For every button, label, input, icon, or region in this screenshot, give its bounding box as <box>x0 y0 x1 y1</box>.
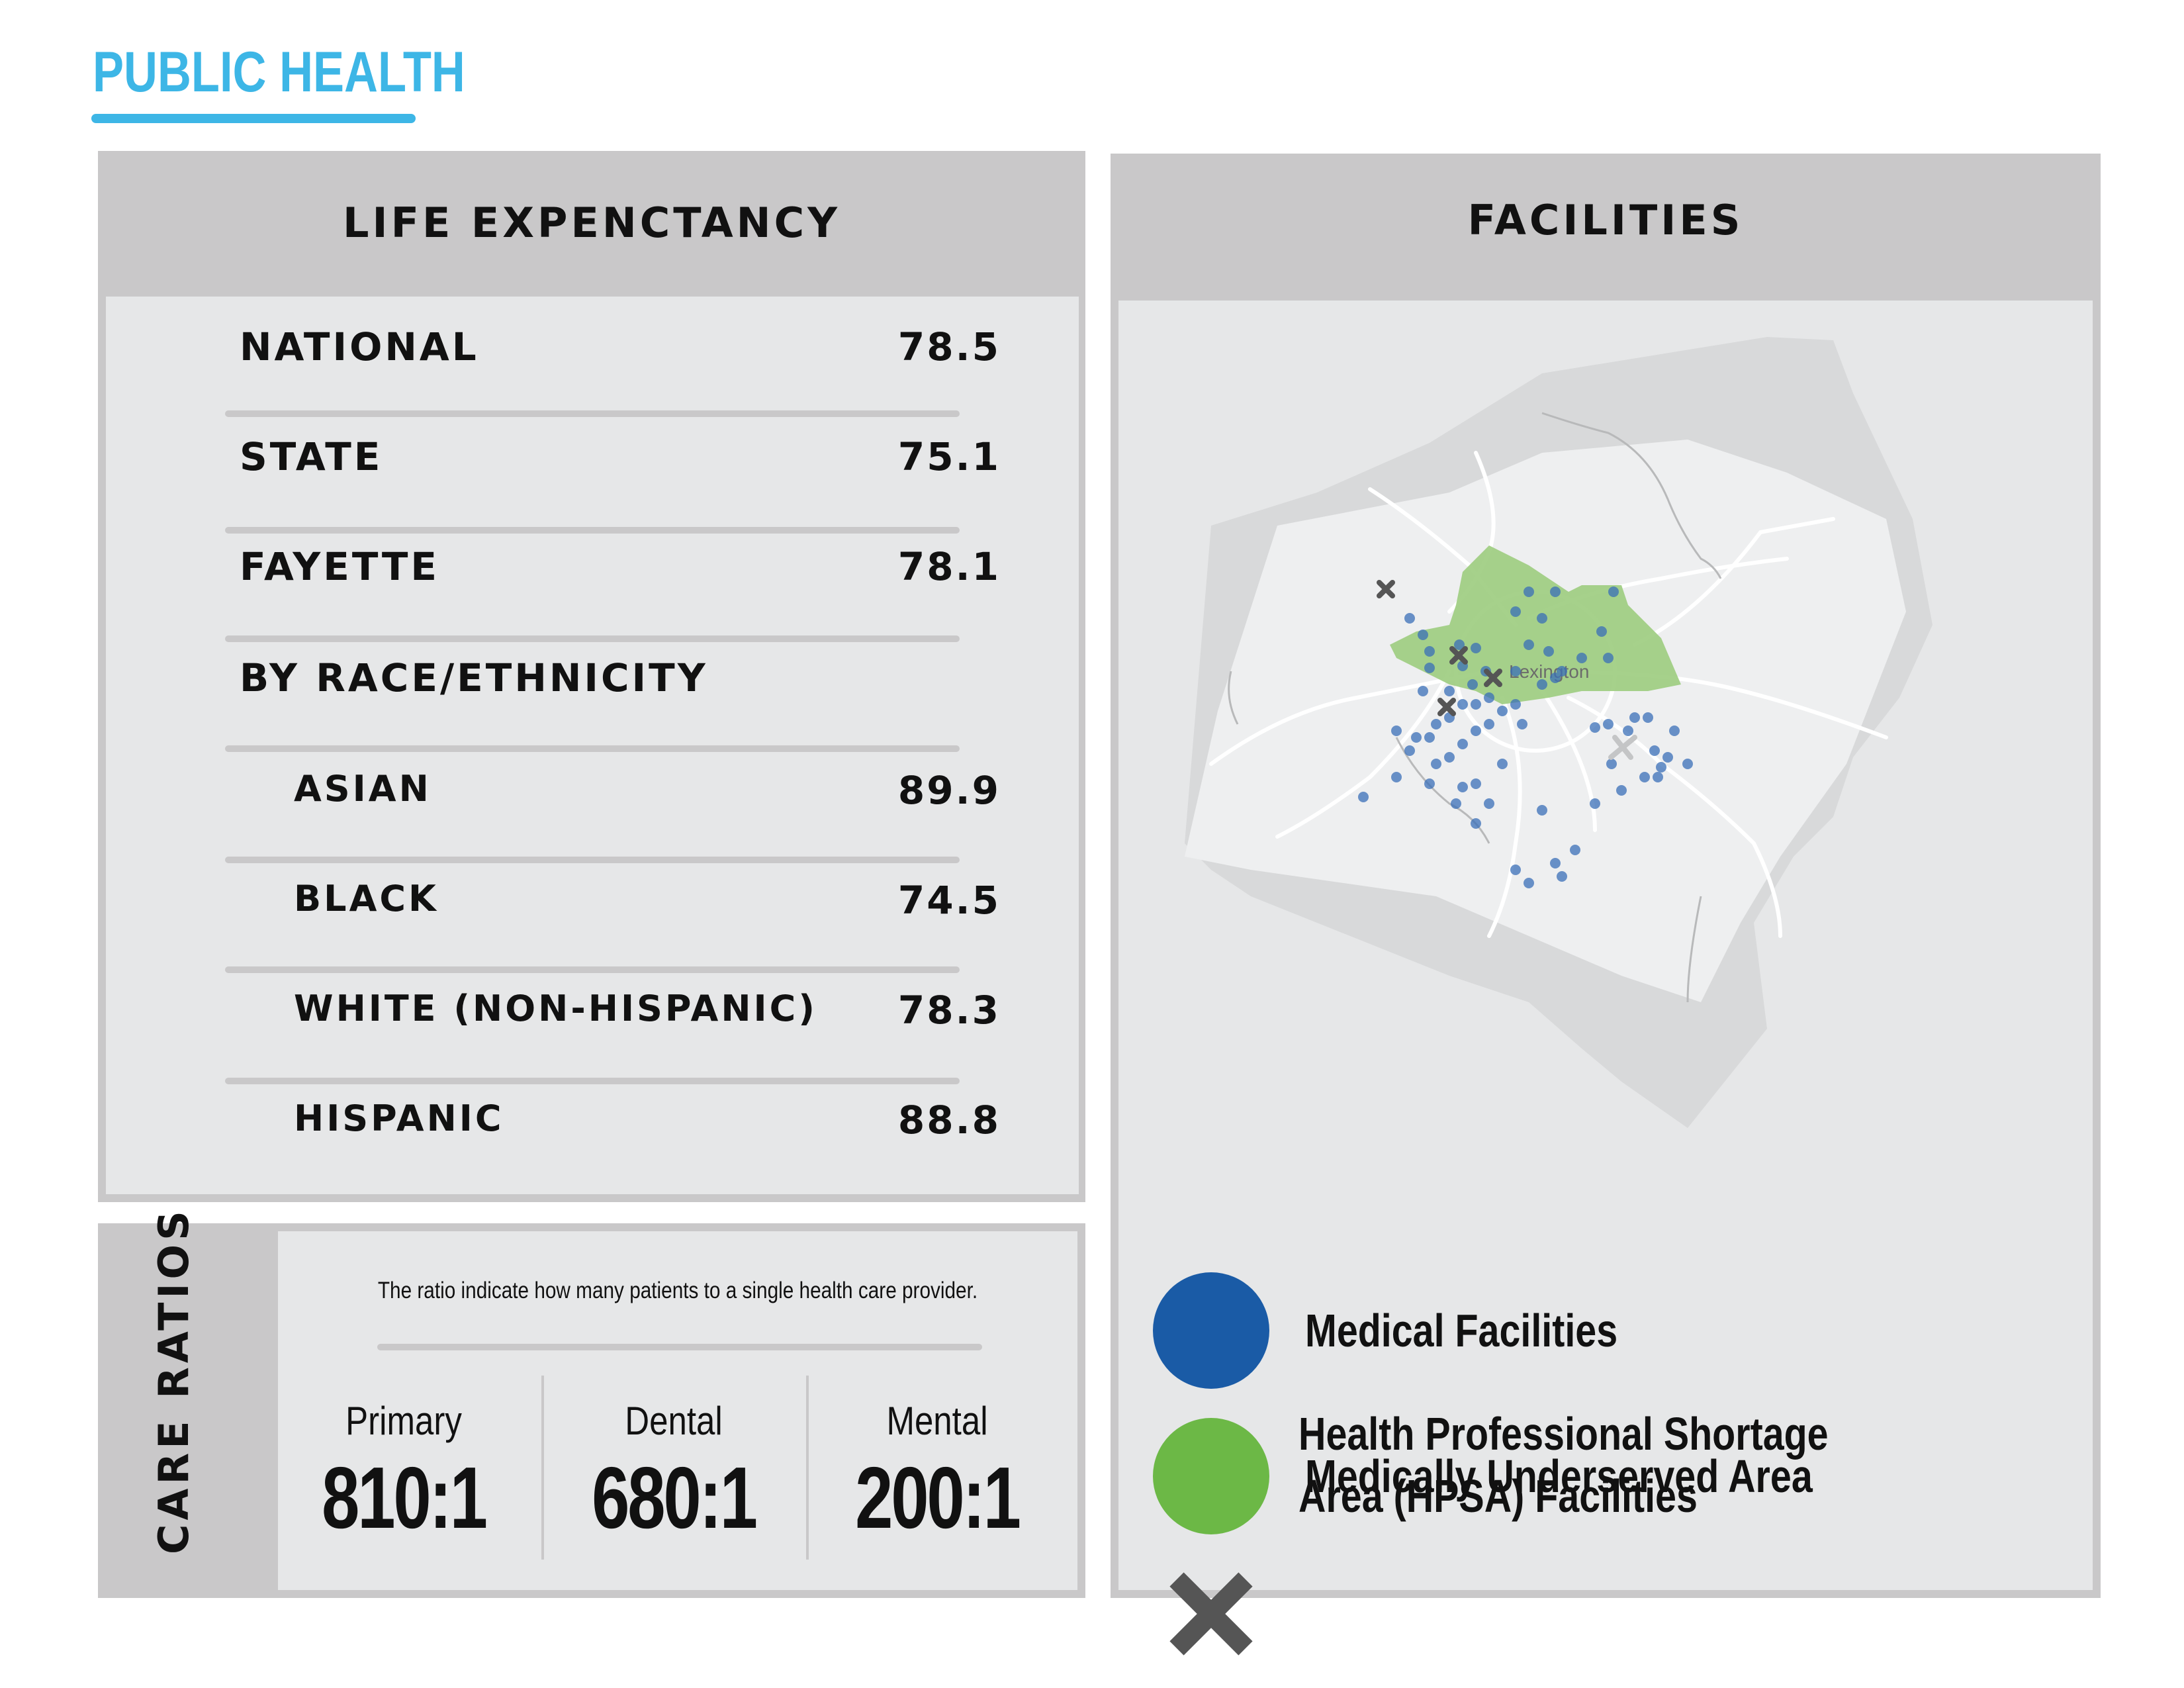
le-row-fayette: FAYETTE 78.1 <box>106 544 1079 597</box>
page-title: PUBLIC HEALTH <box>93 40 465 104</box>
legend-label: Medically Underserved Area <box>1305 1450 1813 1502</box>
divider <box>225 857 960 863</box>
le-value: 88.8 <box>897 1098 1001 1143</box>
le-row-state: STATE 75.1 <box>106 434 1079 487</box>
facilities-heading: FACILITIES <box>1467 196 1744 244</box>
care-ratios-panel: CARE RATIOS The ratio indicate how many … <box>98 1207 1085 1598</box>
le-row-white: WHITE (NON-HISPANIC) 78.3 <box>106 988 1079 1041</box>
legend-hpsa <box>1153 1554 2013 1687</box>
map-label-lexington: Lexington <box>1509 661 1589 682</box>
le-row-national: NATIONAL 78.5 <box>106 324 1079 377</box>
care-ratios-heading: CARE RATIOS <box>150 1207 198 1554</box>
legend-hpsa-line2: Area (HPSA) Facilities <box>1298 1470 1698 1522</box>
le-label: STATE <box>240 434 383 479</box>
le-label: ASIAN <box>294 768 432 810</box>
divider <box>225 745 960 752</box>
column-divider <box>806 1376 809 1560</box>
ratio-label: Mental <box>886 1399 988 1443</box>
airport-icon <box>1608 735 1637 760</box>
ratio-primary: Primary 810:1 <box>278 1231 529 1548</box>
ratio-dental: Dental 680:1 <box>548 1231 799 1548</box>
county-shape <box>1185 440 1906 1002</box>
facilities-body: Lexington <box>1118 301 2093 1656</box>
blue-circle-icon <box>1153 1272 1269 1389</box>
divider <box>225 1078 960 1084</box>
title-underline <box>91 114 416 123</box>
column-divider <box>541 1376 544 1560</box>
le-label: FAYETTE <box>240 544 439 589</box>
facilities-map: Lexington <box>1185 337 1933 1128</box>
divider <box>377 1344 982 1350</box>
le-label: NATIONAL <box>240 324 479 369</box>
le-row-black: BLACK 74.5 <box>106 878 1079 931</box>
le-label: HISPANIC <box>294 1098 504 1139</box>
care-ratios-note: The ratio indicate how many patients to … <box>377 1278 978 1303</box>
hpsa-markers <box>1377 580 1502 716</box>
divider <box>225 635 960 642</box>
ratio-value: 810:1 <box>322 1449 488 1546</box>
life-expectancy-panel: LIFE EXPENCTANCY NATIONAL 78.5 STATE 75.… <box>98 151 1085 1202</box>
le-value: 74.5 <box>897 878 1001 923</box>
ratio-label: Primary <box>345 1399 462 1443</box>
le-label: WHITE (NON-HISPANIC) <box>294 988 817 1029</box>
life-expectancy-body: NATIONAL 78.5 STATE 75.1 FAYETTE 78.1 BY… <box>106 297 1079 1194</box>
legend-medical-facilities: Medical Facilities <box>1153 1272 1947 1391</box>
divider <box>225 966 960 973</box>
le-value: 75.1 <box>897 434 1001 479</box>
le-label: BLACK <box>294 878 439 919</box>
facilities-panel: FACILITIES <box>1111 154 2101 1656</box>
legend-label: Medical Facilities <box>1305 1305 1618 1356</box>
le-value: 78.1 <box>897 544 1001 589</box>
ratio-label: Dental <box>625 1399 723 1443</box>
legend-underserved-area: Medically Underserved Area <box>1153 1418 1947 1537</box>
green-circle-icon <box>1153 1418 1269 1534</box>
legend-hpsa-line1: Health Professional Shortage <box>1298 1408 1829 1460</box>
x-mark-icon <box>1169 1572 1253 1656</box>
care-ratios-side: CARE RATIOS <box>98 1207 277 1598</box>
le-row-asian: ASIAN 89.9 <box>106 768 1079 821</box>
life-expectancy-heading: LIFE EXPENCTANCY <box>343 199 841 247</box>
le-value: 78.5 <box>897 324 1001 369</box>
divider <box>225 527 960 534</box>
le-label: BY RACE/ETHNICITY <box>240 655 708 700</box>
ratio-value: 680:1 <box>592 1449 758 1546</box>
divider <box>225 410 960 417</box>
le-value: 78.3 <box>897 988 1001 1033</box>
le-row-by-race: BY RACE/ETHNICITY <box>106 655 1079 708</box>
ratio-mental: Mental 200:1 <box>811 1231 1063 1548</box>
ratio-value: 200:1 <box>855 1449 1021 1546</box>
care-ratios-body: The ratio indicate how many patients to … <box>278 1231 1077 1590</box>
le-row-hispanic: HISPANIC 88.8 <box>106 1098 1079 1150</box>
le-value: 89.9 <box>897 768 1001 813</box>
